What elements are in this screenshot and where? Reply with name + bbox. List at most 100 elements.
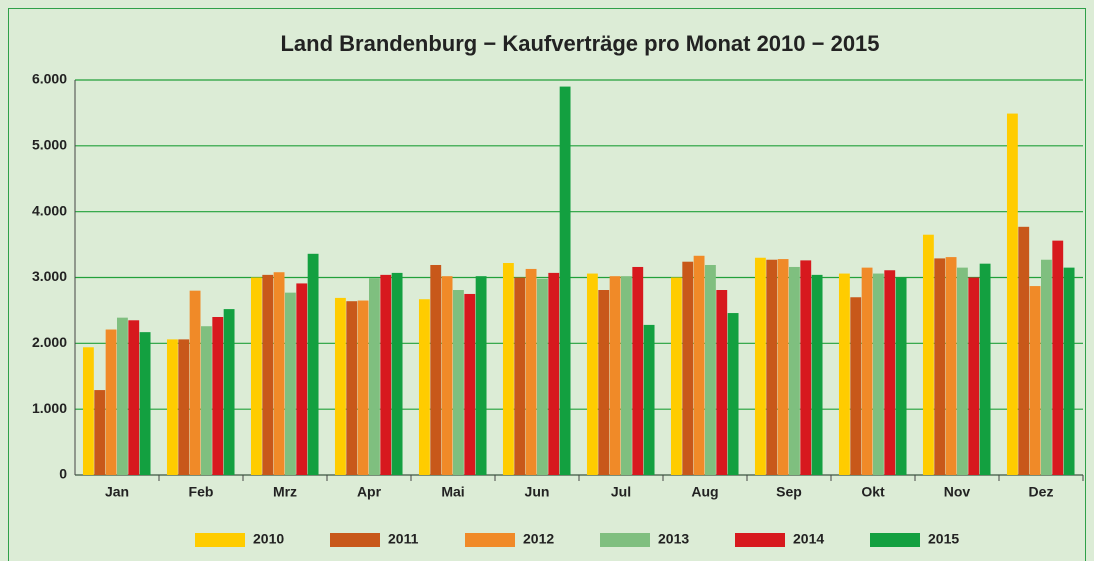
x-tick-label: Aug [691, 484, 718, 500]
bar [957, 267, 968, 475]
bar [922, 234, 934, 475]
y-tick-label: 3.000 [32, 268, 67, 284]
legend-label: 2011 [388, 531, 419, 547]
legend-swatch [465, 533, 515, 547]
legend-swatch [195, 533, 245, 547]
x-tick-label: Sep [776, 484, 802, 500]
legend-swatch [735, 533, 785, 547]
bar [895, 277, 907, 475]
bar [418, 299, 430, 475]
bar [586, 273, 598, 475]
bar [1029, 286, 1041, 475]
bar [811, 274, 823, 475]
bar [838, 273, 850, 475]
bar [128, 320, 140, 475]
bar [346, 301, 358, 475]
bar [357, 300, 369, 475]
bar [94, 390, 106, 475]
bar [178, 339, 190, 475]
x-tick-label: Mrz [273, 484, 297, 500]
bar [777, 259, 789, 475]
bar [285, 292, 296, 475]
bar [189, 290, 201, 475]
legend-swatch [330, 533, 380, 547]
legend-label: 2014 [793, 531, 824, 547]
bar [296, 283, 308, 475]
bar [968, 277, 980, 475]
bar [475, 276, 487, 475]
legend-label: 2015 [928, 531, 959, 547]
bar [682, 261, 694, 475]
bar [1052, 240, 1064, 475]
bar [212, 317, 224, 475]
bar [789, 266, 800, 475]
bar [441, 276, 453, 475]
y-tick-label: 5.000 [32, 137, 67, 153]
legend-label: 2012 [523, 531, 554, 547]
bar [105, 329, 117, 475]
bar [716, 290, 728, 475]
x-tick-label: Okt [861, 484, 885, 500]
bar [514, 277, 526, 475]
bar [537, 278, 548, 475]
x-tick-label: Feb [189, 484, 214, 500]
bar [693, 255, 705, 475]
bar [1041, 259, 1052, 475]
bar [453, 290, 464, 475]
legend-label: 2010 [253, 531, 284, 547]
bar [380, 274, 392, 475]
bar [727, 313, 739, 475]
bar [598, 290, 610, 475]
y-tick-label: 0 [59, 466, 67, 482]
bar [643, 324, 655, 475]
x-tick-label: Jun [525, 484, 550, 500]
bar [369, 278, 380, 475]
bar [273, 272, 285, 475]
x-tick-label: Jul [611, 484, 631, 500]
bar [945, 257, 957, 475]
bar [632, 266, 644, 475]
bar [670, 277, 682, 475]
bar [166, 339, 178, 475]
legend-swatch [600, 533, 650, 547]
bar [621, 276, 632, 475]
bar [262, 274, 274, 475]
x-tick-label: Nov [944, 484, 971, 500]
bar [117, 317, 128, 475]
bar [861, 267, 873, 475]
bar [754, 257, 766, 475]
y-tick-label: 1.000 [32, 400, 67, 416]
bar [1018, 226, 1030, 475]
bar [884, 270, 896, 475]
bar [223, 309, 235, 475]
chart-title: Land Brandenburg − Kaufverträge pro Mona… [280, 31, 879, 56]
bar [502, 263, 514, 475]
bar [800, 260, 812, 475]
bar [250, 277, 262, 475]
bar [934, 258, 946, 475]
bar [139, 332, 151, 475]
bar [850, 297, 862, 475]
legend-swatch [870, 533, 920, 547]
y-tick-label: 4.000 [32, 202, 67, 218]
bar [525, 268, 537, 475]
legend-label: 2013 [658, 531, 689, 547]
y-tick-label: 2.000 [32, 334, 67, 350]
bar [705, 264, 716, 475]
bar [82, 347, 94, 475]
bar [430, 264, 442, 475]
x-tick-label: Apr [357, 484, 382, 500]
bar [559, 86, 571, 475]
bar [464, 293, 476, 475]
bar [609, 276, 621, 475]
bar [334, 297, 346, 475]
bar [1063, 267, 1075, 475]
frame [8, 8, 1086, 561]
x-tick-label: Mai [441, 484, 464, 500]
x-tick-label: Jan [105, 484, 129, 500]
bar [201, 326, 212, 475]
bar [979, 263, 991, 475]
y-tick-label: 6.000 [32, 71, 67, 87]
bar [1006, 113, 1018, 475]
